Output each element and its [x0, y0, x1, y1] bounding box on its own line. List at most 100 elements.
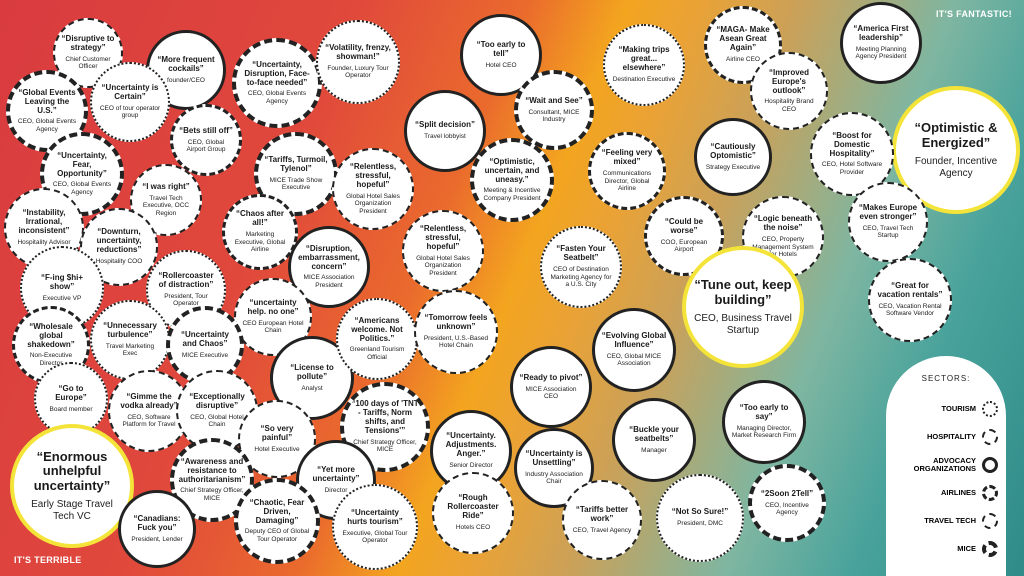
quote-text: “Yet more uncertainty” — [312, 464, 360, 483]
quote-text: “Tune out, keep building” — [694, 276, 792, 307]
quote-text: “Boost for Domestic Hospitality” — [829, 130, 875, 158]
quote-bubble: “Fasten Your Seatbelt” CEO of Destination… — [540, 226, 622, 308]
quote-text: “F-ing $hi+ show” — [41, 272, 83, 291]
attribution: Destination Executive — [612, 76, 676, 84]
quote-text: “Awareness and resistance to authoritari… — [178, 456, 246, 484]
quote-bubble: “Volatility, frenzy, showman!” Founder, L… — [316, 20, 400, 104]
quote-text: “MAGA- Make Asean Great Again” — [716, 25, 770, 53]
travel-tech-swatch-icon — [982, 513, 998, 529]
attribution: Director — [324, 486, 348, 494]
quote-text: “Evolving Global Influence” — [601, 331, 667, 350]
quote-text: “Tariffs better work” — [575, 504, 629, 523]
quote-bubble: “Chaos after all!” Marketing Executive, G… — [222, 194, 298, 270]
quote-text: “Chaotic, Fear Driven, Damaging” — [249, 497, 305, 525]
hospitality-swatch-icon — [982, 429, 998, 445]
advocacy-swatch-icon — [982, 457, 998, 473]
legend-item-tourism: TOURISM — [886, 400, 998, 418]
quote-bubble: “Evolving Global Influence” CEO, Global M… — [592, 308, 676, 392]
quote-text: “Tomorrow feels unknown” — [424, 313, 488, 332]
attribution: COO, European Airport — [660, 238, 708, 254]
attribution: President, DMC — [677, 520, 723, 528]
attribution: Chief Strategy Officer, MICE — [353, 438, 417, 454]
quote-text: “Cautiously Optomistic” — [710, 141, 756, 160]
quote-text: “Disruptive to strategy” — [61, 34, 115, 53]
attribution: Manager — [641, 446, 667, 454]
quote-text: “I was right” — [142, 181, 190, 191]
label-terrible: IT'S TERRIBLE — [14, 555, 82, 565]
quote-bubble: “Tariffs better work” CEO, Travel Agency — [562, 480, 642, 560]
attribution: Senior Director — [449, 462, 493, 470]
attribution: Hospitality COO — [95, 258, 143, 266]
attribution: Meeting Planning Agency President — [855, 45, 907, 61]
quote-text: “Bets still off” — [179, 125, 233, 135]
attribution: CEO, Hotel Software Provider — [821, 161, 883, 176]
attribution: Non-Executive Director — [29, 352, 73, 367]
attribution: Greenland Tourism Official — [349, 346, 405, 361]
quote-bubble: “So very painful” Hotel Executive — [238, 400, 316, 478]
quote-text: “Not So Sure!” — [671, 507, 729, 517]
quote-bubble: “Relentless, stressful, hopeful” Global H… — [402, 210, 484, 292]
quote-bubble: “Makes Europe even stronger” CEO, Travel … — [848, 182, 928, 262]
quote-text: “Rough Rollercoaster Ride” — [447, 493, 499, 521]
legend-label: AIRLINES — [940, 488, 976, 498]
attribution: CEO, Incentive Agency — [765, 501, 809, 516]
attribution: Managing Director, Market Research Firm — [731, 424, 797, 440]
quote-bubble: “Uncertainty is Certain” CEO of tour oper… — [90, 62, 170, 142]
attribution: Airline CEO — [726, 56, 760, 64]
quote-bubble: “Chaotic, Fear Driven, Damaging” Deputy C… — [234, 478, 320, 564]
quote-text: “Americans welcome. Not Politics.” — [351, 315, 403, 343]
quote-bubble: “Ready to pivot” MICE Association CEO — [510, 346, 592, 428]
quote-text: “America First leadership” — [853, 24, 909, 43]
attribution: Board member — [49, 405, 93, 413]
quote-bubble: “America First leadership” Meeting Planni… — [840, 2, 922, 84]
attribution: CEO, Software Platform for Travel — [122, 413, 176, 429]
quote-bubble: “uncertainty help. no one” CEO European H… — [234, 278, 312, 356]
quote-text: “More frequent cockails” — [157, 54, 215, 73]
quote-text: “Volatility, frenzy, showman!” — [325, 43, 391, 62]
quote-bubble: “Too early to say” Managing Director, Mar… — [722, 380, 806, 464]
legend-item-advocacy: ADVOCACY ORGANIZATIONS — [886, 456, 998, 474]
attribution: Hotel Executive — [254, 445, 300, 453]
quote-bubble: “Tomorrow feels unknown” President, U.S.-… — [414, 290, 498, 374]
quote-bubble: “Canadians: Fuck you” President, Lender — [118, 490, 196, 568]
quote-bubble: “Split decision” Travel lobbyist — [404, 90, 486, 172]
attribution: Communications Director, Global Airline — [602, 170, 652, 193]
quote-bubble: “Rough Rollercoaster Ride” Hotels CEO — [432, 472, 514, 554]
attribution: CEO, Property Management System for Hote… — [752, 236, 814, 259]
attribution: Travel lobbyist — [424, 133, 466, 141]
attribution: Hotels CEO — [455, 524, 491, 532]
legend-item-airlines: AIRLINES — [886, 484, 998, 502]
quote-text: “Gimme the vodka already” — [120, 392, 178, 411]
attribution: President, Tour Operator — [164, 292, 208, 308]
attribution: Global Hotel Sales Organization Presiden… — [346, 192, 400, 215]
attribution: CEO, Travel Agency — [572, 526, 632, 534]
quote-text: “Exceptionally disruptive” — [189, 392, 245, 411]
attribution: Hospitality Advisor — [17, 239, 71, 247]
quote-text: “Unnecessary turbulence” — [103, 321, 157, 340]
attribution: CEO, Travel Tech Startup — [862, 224, 914, 240]
quote-text: “Uncertainty, Fear, Opportunity” — [57, 150, 107, 178]
legend-item-travel-tech: TRAVEL TECH — [886, 512, 998, 530]
quote-text: “Tariffs, Turmoil, Tylenol” — [264, 155, 328, 174]
attribution: CEO, Global MICE Association — [606, 352, 662, 368]
quote-text: “Wait and See” — [525, 95, 583, 105]
quote-bubble: “Feeling very mixed” Communications Direc… — [588, 132, 666, 210]
tourism-swatch-icon — [982, 401, 998, 417]
attribution: Consultant, MICE Industry — [528, 108, 580, 123]
attribution: President, Lender — [131, 535, 183, 543]
quote-text: “Disruption, embarrassment, concern” — [298, 243, 360, 271]
quote-bubble: “Great for vacation rentals” CEO, Vacatio… — [868, 258, 952, 342]
attribution: President, U.S.-Based Hotel Chain — [423, 334, 489, 350]
attribution: Founder, Luxury Tour Operator — [327, 64, 389, 80]
quote-text: “Go to Europe” — [55, 383, 87, 402]
quote-text: “Too early to tell” — [476, 39, 526, 58]
legend-label: TRAVEL TECH — [924, 516, 976, 526]
quote-text: “License to pollute” — [290, 362, 334, 381]
attribution: CEO European Hotel Chain — [242, 319, 304, 335]
attribution: Global Hotel Sales Organization Presiden… — [416, 254, 470, 277]
attribution: Chief Strategy Officer, MICE — [180, 487, 244, 502]
attribution: Hotel CEO — [485, 61, 517, 69]
label-fantastic: IT'S FANTASTIC! — [936, 9, 1012, 19]
quote-text: “Enormous unhelpful uncertainty” — [33, 448, 111, 493]
